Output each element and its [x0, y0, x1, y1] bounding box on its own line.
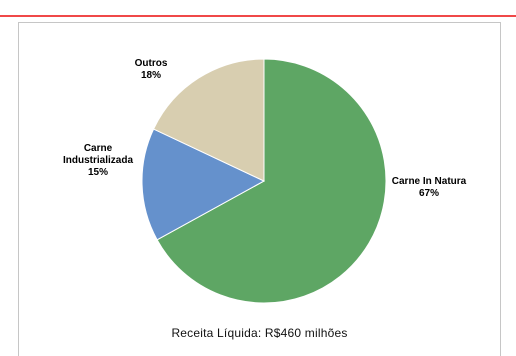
- slice-percent: 15%: [88, 167, 108, 178]
- slice-percent: 18%: [141, 70, 161, 81]
- slice-name: Carne: [84, 143, 113, 154]
- slice-label-carne-in-natura: Carne In Natura 67%: [392, 176, 467, 199]
- slice-name: Outros: [135, 58, 168, 69]
- slice-label-outros: Outros 18%: [135, 58, 168, 81]
- slice-name: Carne In Natura: [392, 176, 467, 187]
- top-bar-fill: [0, 0, 516, 15]
- slice-percent: 67%: [419, 188, 439, 199]
- chart-caption: Receita Líquida: R$460 milhões: [171, 326, 348, 340]
- pie-labels: Carne In Natura 67% Carne Industrializada 15…: [63, 58, 467, 199]
- pie-slices: [141, 58, 387, 304]
- pie-slice-carne-in-natura: [156, 58, 387, 304]
- slice-label-carne-industrializada: Carne Industrializada 15%: [63, 143, 133, 178]
- pie-slice-carne-industrializada: [141, 128, 266, 241]
- pie-slice-outros: [152, 58, 265, 182]
- top-accent-bar: [0, 0, 516, 17]
- slice-name: Industrializada: [63, 155, 133, 166]
